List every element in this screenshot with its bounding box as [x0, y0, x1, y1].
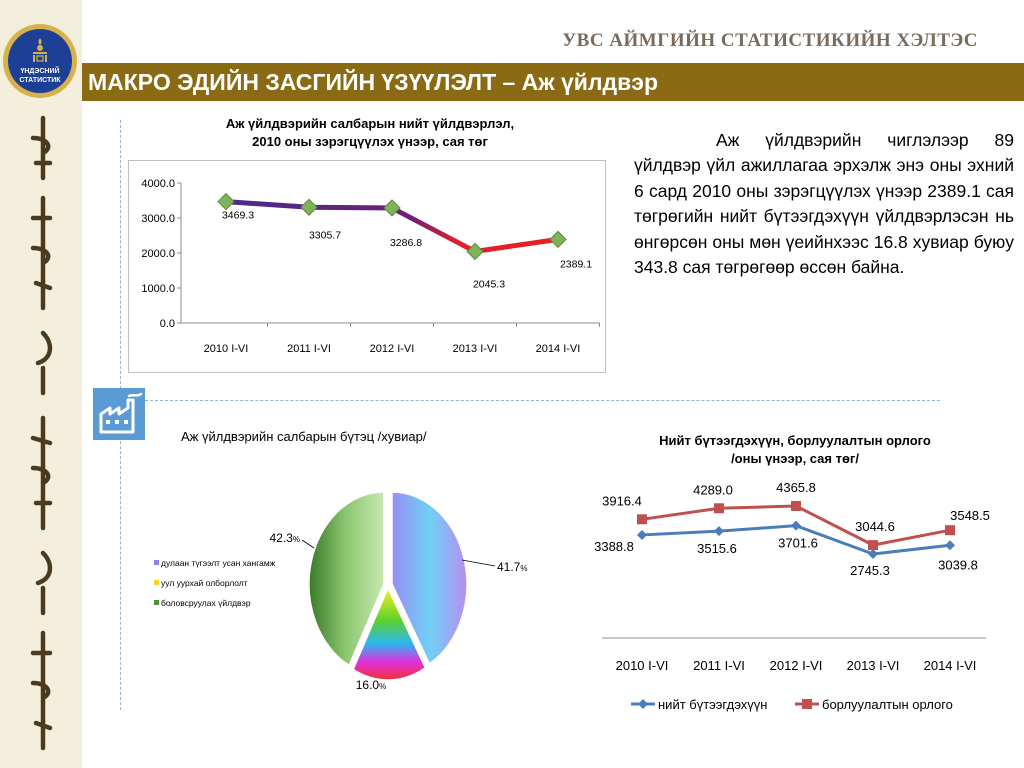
chart1-data-label: 3286.8	[390, 237, 422, 249]
chart3-title-line1: Нийт бүтээгдэхүүн, борлуулалтын орлого	[659, 433, 931, 448]
chart1-y-tick-label: 0.0	[160, 318, 175, 330]
chart3-data-label-2: 4289.0	[693, 482, 733, 497]
chart1-x-tick-label: 2011 I-VI	[287, 343, 331, 355]
chart1-data-label: 2045.3	[473, 278, 505, 290]
chart1-data-label: 3469.3	[222, 210, 254, 222]
chart2-legend-label: дулаан түгээлт усан хангамж	[161, 558, 276, 568]
chart1-x-tick-label: 2010 I-VI	[204, 343, 249, 355]
chart3-data-point-1	[714, 526, 724, 537]
chart3-x-tick-label: 2014 I-VI	[924, 658, 977, 673]
chart1-title-line2: 2010 оны зэрэгцүүлэх үнээр, сая төг	[252, 134, 488, 149]
chart1-x-tick-label: 2012 I-VI	[370, 343, 415, 355]
mongolian-script-decoration	[30, 115, 53, 751]
factory-badge	[93, 388, 145, 440]
chart3-data-point-1	[637, 529, 647, 540]
chart3-data-point-1	[791, 520, 801, 531]
chart1-data-point	[466, 242, 484, 261]
chart3-data-label-1: 3039.8	[938, 557, 978, 572]
chart3-data-label-1: 2745.3	[850, 563, 890, 578]
logo-text-line-1: ҮНДЭСНИЙ	[20, 68, 60, 75]
chart2-leader-line	[301, 539, 315, 549]
chart2-leader-line	[461, 559, 496, 567]
chart1-y-tick-label: 3000.0	[141, 213, 175, 225]
chart3-legend-marker	[638, 699, 648, 709]
chart2-slice-unit: %	[520, 564, 527, 573]
chart3-data-label-1: 3701.6	[778, 536, 818, 551]
chart3-data-point-2	[714, 503, 724, 514]
chart3-data-label-2: 4365.8	[776, 480, 816, 495]
chart3-title: Нийт бүтээгдэхүүн, борлуулалтын орлого /…	[620, 432, 970, 468]
chart2-slice-value: 42.3	[270, 531, 294, 545]
chart3-x-tick-label: 2013 I-VI	[847, 658, 900, 673]
factory-icon	[99, 392, 143, 434]
logo-text-line-2: СТАТИСТИК	[19, 77, 61, 84]
soyombo-emblem-icon	[33, 38, 47, 62]
chart2-legend-label: уул уурхай олборлолт	[161, 578, 248, 588]
chart3-legend-label: борлуулалтын орлого	[822, 697, 953, 712]
chart1-y-tick-label: 1000.0	[141, 283, 175, 295]
chart1-title-line1: Аж үйлдвэрийн салбарын нийт үйлдвэрлэл,	[225, 116, 515, 131]
chart3-data-point-2	[791, 501, 801, 511]
chart3-x-tick-label: 2012 I-VI	[770, 658, 823, 673]
chart3-data-label-1: 3388.8	[594, 539, 634, 554]
chart3-x-tick-label: 2011 I-VI	[693, 658, 745, 673]
chart2-legend-swatch	[154, 560, 159, 565]
chart1-title: Аж үйлдвэрийн салбарын нийт үйлдвэрлэл, …	[150, 115, 590, 151]
chart2-slice-unit: %	[379, 682, 386, 691]
chart2-pie-slice	[352, 586, 427, 681]
chart2-slice-label: 41.7%	[497, 560, 527, 574]
chart3-legend-marker	[802, 699, 812, 709]
chart2-legend-swatch	[154, 600, 159, 605]
chart2-slice-value: 41.7	[497, 560, 521, 574]
horizontal-divider	[145, 400, 940, 401]
chart1-x-tick-label: 2014 I-VI	[536, 343, 581, 355]
chart2-legend-swatch	[154, 580, 159, 585]
chart3-data-point-1	[868, 549, 878, 559]
chart3-data-point-1	[945, 540, 955, 551]
chart2-title: Аж үйлдвэрийн салбарын бүтэц /хувиар/	[181, 429, 427, 444]
chart3-data-label-1: 3515.6	[697, 541, 737, 556]
page-title: МАКРО ЭДИЙН ЗАСГИЙН ҮЗҮҮЛЭЛТ – Аж үйлдвэ…	[88, 69, 659, 95]
chart1-data-point	[217, 192, 235, 211]
chart2-slice-label: 42.3%	[270, 531, 300, 545]
chart3-data-point-2	[637, 514, 647, 525]
chart1-y-tick-label: 2000.0	[141, 248, 175, 260]
chart3-data-point-2	[868, 540, 878, 551]
chart2-slice-value: 16.0	[356, 678, 380, 692]
title-bar: МАКРО ЭДИЙН ЗАСГИЙН ҮЗҮҮЛЭЛТ – Аж үйлдвэ…	[82, 63, 1024, 101]
chart2-slice-label: 16.0%	[356, 678, 386, 692]
chart2-legend-label: боловсруулах үйлдвэр	[161, 598, 251, 608]
chart1-data-point	[300, 198, 318, 217]
chart2-slice-unit: %	[293, 535, 300, 544]
chart1-x-tick-label: 2013 I-VI	[453, 343, 498, 355]
chart3-data-label-2: 3548.5	[950, 508, 990, 523]
chart3-data-point-2	[945, 525, 955, 536]
chart3-data-label-2: 3044.6	[855, 519, 895, 534]
chart1-frame	[128, 160, 606, 373]
chart1-data-point	[383, 199, 401, 217]
org-name: УВС АЙМГИЙН СТАТИСТИКИЙН ХЭЛТЭС	[562, 30, 978, 51]
chart3-x-tick-label: 2010 I-VI	[616, 658, 669, 673]
chart1-data-label: 2389.1	[560, 258, 592, 270]
chart1-data-label: 3305.7	[309, 229, 341, 241]
logo-inner-circle: ҮНДЭСНИЙ СТАТИСТИК	[8, 29, 72, 93]
national-statistics-logo: ҮНДЭСНИЙ СТАТИСТИК	[3, 24, 77, 98]
description-text: Аж үйлдвэрийн чиглэлээр 89 үйлдвэр үйл а…	[634, 130, 1014, 278]
chart3-data-label-2: 3916.4	[602, 493, 642, 508]
chart1-data-point	[549, 230, 567, 249]
chart2-pie-slice	[308, 491, 385, 667]
chart3-title-line2: /оны үнээр, сая төг/	[731, 451, 859, 466]
chart3-legend-label: нийт бүтээгдэхүүн	[658, 697, 768, 712]
chart1-y-tick-label: 4000.0	[141, 178, 175, 190]
